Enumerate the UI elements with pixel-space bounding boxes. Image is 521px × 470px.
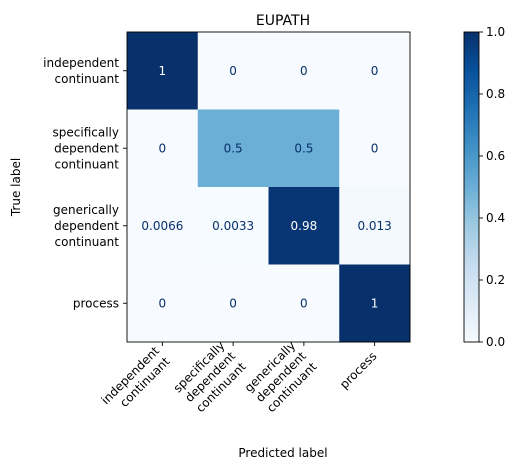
colorbar-tick-label: 0.6: [486, 149, 505, 163]
heatmap-cell: [127, 109, 199, 188]
cell-value-label: 0.5: [294, 141, 313, 155]
cell-value-label: 0: [371, 141, 379, 155]
cell-value-label: 0: [229, 64, 237, 78]
svg-text:process: process: [337, 349, 380, 392]
y-tick-label: specifically dependent continuant: [53, 125, 120, 171]
heatmap-cell: [268, 109, 340, 188]
heatmap-cell: [127, 32, 199, 110]
cell-value-label: 0.0066: [141, 219, 183, 233]
heatmap-cell: [339, 109, 411, 188]
cell-value-label: 0.013: [357, 219, 391, 233]
colorbar-tick-label: 0.0: [486, 335, 505, 349]
heatmap-cell: [339, 264, 411, 343]
heatmap-cell: [197, 264, 269, 343]
colorbar-tick-label: 0.8: [486, 87, 505, 101]
x-tick-label: specificallydependentcontinuant: [171, 338, 249, 416]
heatmap-cell: [339, 32, 411, 110]
colorbar-tick-label: 0.4: [486, 211, 505, 225]
cell-value-label: 0: [300, 296, 308, 310]
cell-value-label: 0: [300, 64, 308, 78]
cell-value-label: 0.5: [224, 141, 243, 155]
x-axis-label: Predicted label: [238, 446, 327, 460]
heatmap-cell: [127, 187, 199, 265]
y-tick-labels: independent continuant specifically depende…: [43, 56, 127, 310]
cell-value-label: 0: [159, 296, 167, 310]
x-tick-labels: independentcontinuantspecificallydepende…: [98, 338, 380, 418]
colorbar-tick-label: 0.2: [486, 273, 505, 287]
cell-value-label: 1: [159, 64, 167, 78]
x-tick-label: genericallydependentcontinuant: [242, 338, 320, 416]
cell-value-label: 1: [371, 296, 379, 310]
plot-frame: [126, 31, 411, 343]
svg-text:specificallydependentcontinuan: specificallydependentcontinuant: [171, 338, 249, 416]
heatmap-cell: [197, 187, 269, 265]
cell-value-label: 0: [159, 141, 167, 155]
y-axis-label: True label: [9, 158, 23, 217]
heatmap-cell: [268, 187, 340, 265]
heatmap-cell: [268, 264, 340, 343]
y-tick-label: generically dependent continuant: [53, 203, 119, 249]
cell-value-label: 0.0033: [212, 219, 254, 233]
colorbar-ticks: 0.0 0.2 0.4 0.6 0.8 1.0: [479, 25, 505, 349]
heatmap-cells: 1 0 0 0 0 0.5 0.5 0 0.0066 0.0033 0.98 0.013 0 0 0 1: [127, 32, 411, 343]
heatmap-cell: [197, 32, 269, 110]
heatmap-cell: [197, 109, 269, 188]
y-tick-label: independent continuant: [43, 56, 119, 86]
x-tick-label: independentcontinuant: [98, 344, 172, 418]
svg-text:independentcontinuant: independentcontinuant: [98, 344, 172, 418]
cell-value-label: 0: [229, 296, 237, 310]
cell-value-label: 0.98: [291, 219, 318, 233]
colorbar-tick-label: 1.0: [486, 25, 505, 39]
chart-title: EUPATH: [256, 13, 310, 29]
colorbar: [463, 31, 480, 343]
y-tick-label: process: [73, 296, 119, 310]
heatmap-cell: [268, 32, 340, 110]
heatmap-cell: [127, 264, 199, 343]
heatmap-cell: [339, 187, 411, 265]
cell-value-label: 0: [371, 64, 379, 78]
svg-text:genericallydependentcontinuant: genericallydependentcontinuant: [242, 338, 320, 416]
x-tick-label: process: [337, 349, 380, 392]
